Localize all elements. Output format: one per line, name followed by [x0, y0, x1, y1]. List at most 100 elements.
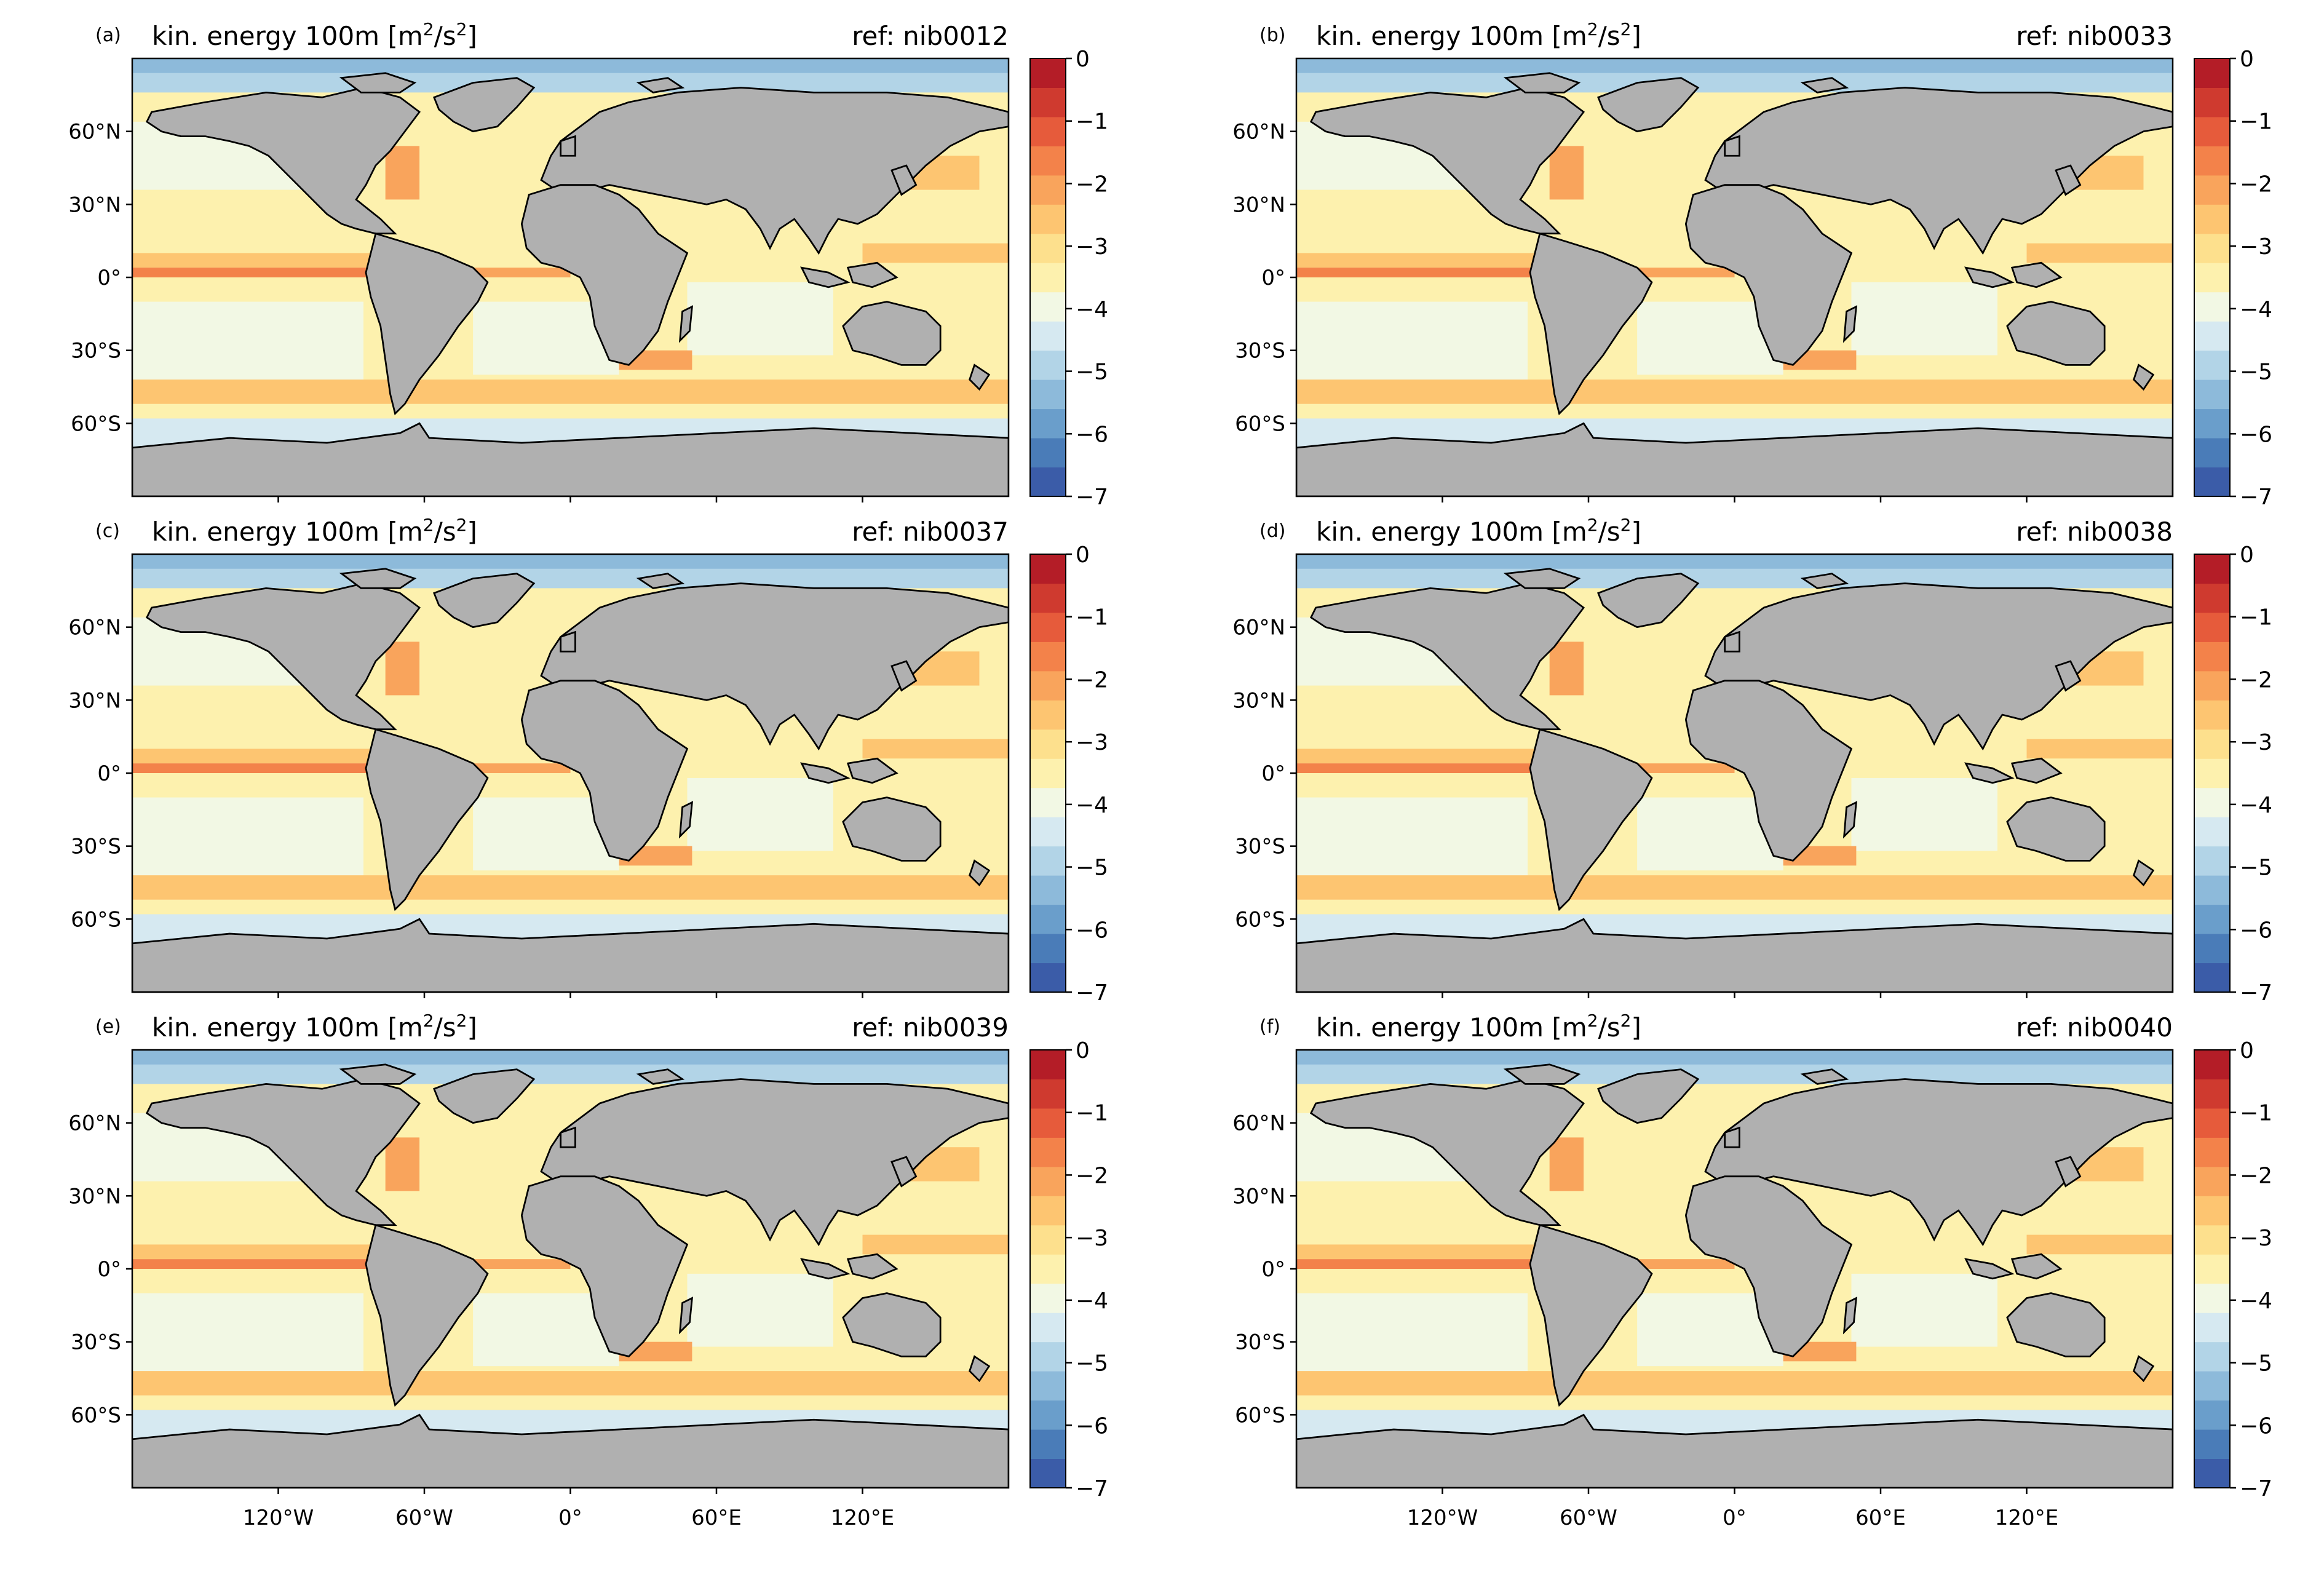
colorbar-segment [1030, 1108, 1066, 1138]
lat-tick-label: 0° [1261, 761, 1285, 786]
colorbar-segment [1030, 612, 1066, 642]
colorbar-segment [1030, 408, 1066, 439]
colorbar-tick-label: −6 [2240, 918, 2272, 943]
colorbar-segment [1030, 350, 1066, 380]
map-area [1296, 554, 2173, 992]
colorbar-segment [1030, 467, 1066, 497]
map-panel-b: 60°N 30°N 0° 30°S 60°S (b) kin. energy 100m [m… [1232, 19, 2272, 510]
colorbar-segment [1030, 583, 1066, 613]
colorbar-segment [1030, 1050, 1066, 1079]
lat-tick-label: 30°S [71, 835, 121, 859]
lat-tick-label: 30°S [1235, 1330, 1285, 1355]
panel-title: kin. energy 100m [m2/s2] [1316, 515, 1641, 547]
colorbar-tick-label: −1 [2240, 605, 2272, 630]
lon-tick-label: 120°W [243, 1506, 314, 1530]
colorbar-tick-label: −2 [2240, 172, 2272, 197]
colorbar-segment [1030, 1079, 1066, 1109]
title-sup-2: 2 [456, 515, 467, 535]
panel-letter: (d) [1259, 520, 1285, 542]
lat-tick-label: 60°N [1232, 1111, 1285, 1136]
title-main: kin. energy 100m [m [1316, 1012, 1587, 1043]
panel-ref-label: ref: nib0037 [852, 517, 1009, 547]
lat-tick-label: 30°N [1232, 688, 1285, 713]
colorbar-segment [1030, 438, 1066, 468]
colorbar-segment [2194, 1371, 2230, 1401]
map-panel-c: 60°N 30°N 0° 30°S 60°S (c) kin. energy 100m [m… [68, 515, 1108, 1006]
colorbar-tick-label: −6 [1076, 1413, 1108, 1439]
colorbar: 0 −1 −2 −3 −4 −5 −6 −7 [1029, 1038, 1108, 1501]
colorbar-segment [1030, 58, 1066, 88]
panel-ref-label: ref: nib0040 [2016, 1012, 2173, 1043]
colorbar-segment [2194, 904, 2230, 934]
panel-title: kin. energy 100m [m2/s2] [152, 1011, 477, 1043]
colorbar-segment [2194, 554, 2230, 584]
colorbar-segment [2194, 934, 2230, 964]
colorbar-segment [1030, 670, 1066, 701]
colorbar-frame [2194, 554, 2231, 993]
colorbar-segment [2194, 1313, 2230, 1343]
lat-tick-label: 60°N [68, 1111, 121, 1136]
colorbar-segment [1030, 554, 1066, 584]
title-sup-2: 2 [1620, 1011, 1632, 1031]
colorbar-segment [1030, 1429, 1066, 1460]
lat-tick-label: 60°S [1235, 1403, 1285, 1428]
colorbar-tick-label: −5 [1076, 1351, 1108, 1376]
colorbar-segment [2194, 263, 2230, 293]
colorbar-segment [1030, 87, 1066, 117]
panel-ref-label: ref: nib0039 [852, 1012, 1009, 1043]
colorbar-segment [2194, 87, 2230, 117]
title-sup-1: 2 [423, 515, 434, 535]
colorbar-tick-label: −5 [2240, 1351, 2272, 1376]
lat-tick-label: 30°N [68, 688, 121, 713]
colorbar-segment [1030, 1313, 1066, 1343]
panel-letter: (b) [1259, 25, 1285, 46]
colorbar-segment [2194, 1050, 2230, 1079]
lat-tick-label: 60°S [71, 1403, 121, 1428]
colorbar-segment [2194, 1137, 2230, 1167]
map-area [132, 554, 1009, 992]
colorbar-segment [2194, 438, 2230, 468]
panel-ref-label: ref: nib0038 [2016, 517, 2173, 547]
title-main: kin. energy 100m [m [1316, 517, 1587, 547]
panel-ref-label: ref: nib0012 [852, 21, 1009, 51]
colorbar-segment [2194, 612, 2230, 642]
title-sup-1: 2 [423, 19, 434, 39]
lon-tick-label: 60°E [691, 1506, 742, 1530]
lon-tick-label: 0° [558, 1506, 582, 1530]
colorbar-segment [1030, 934, 1066, 964]
lat-tick-label: 30°N [1232, 193, 1285, 217]
colorbar-segment [2194, 1079, 2230, 1109]
colorbar-segment [2194, 583, 2230, 613]
title-sup-2: 2 [1620, 515, 1632, 535]
panel-letter: (f) [1259, 1016, 1280, 1038]
colorbar-tick-label: −3 [2240, 730, 2272, 755]
colorbar-segment [2194, 379, 2230, 410]
colorbar-segment [1030, 1254, 1066, 1284]
colorbar-tick-label: −4 [2240, 297, 2272, 322]
map-area [132, 1050, 1009, 1488]
panel-letter: (a) [95, 25, 121, 46]
colorbar-tick-label: −1 [1076, 1101, 1108, 1126]
lon-tick-label: 60°E [1855, 1506, 1906, 1530]
colorbar-segment [2194, 408, 2230, 439]
panel-title: kin. energy 100m [m2/s2] [1316, 1011, 1641, 1043]
colorbar-segment [1030, 1458, 1066, 1488]
colorbar-segment [2194, 963, 2230, 993]
colorbar-segment [1030, 379, 1066, 410]
colorbar-tick-label: −3 [2240, 1226, 2272, 1251]
lat-tick-label: 60°S [1235, 907, 1285, 932]
title-main: kin. energy 100m [m [1316, 21, 1587, 51]
colorbar-tick-label: −7 [2240, 1476, 2272, 1501]
map-panel-f: 60°N 30°N 0° 30°S 60°S 120°W 60°W 0° 60°E 120°E (f… [1232, 1011, 2272, 1530]
colorbar-tick-label: 0 [1076, 47, 1090, 72]
title-sup-2: 2 [456, 1011, 467, 1031]
colorbar-segment [2194, 1283, 2230, 1313]
lat-tick-label: 60°N [1232, 616, 1285, 640]
title-end: ] [467, 21, 477, 51]
colorbar-segment [1030, 116, 1066, 146]
colorbar-segment [2194, 1166, 2230, 1196]
colorbar-segment [2194, 292, 2230, 322]
colorbar-tick-label: −3 [1076, 730, 1108, 755]
colorbar-tick-label: −1 [2240, 1101, 2272, 1126]
colorbar-segment [2194, 846, 2230, 876]
